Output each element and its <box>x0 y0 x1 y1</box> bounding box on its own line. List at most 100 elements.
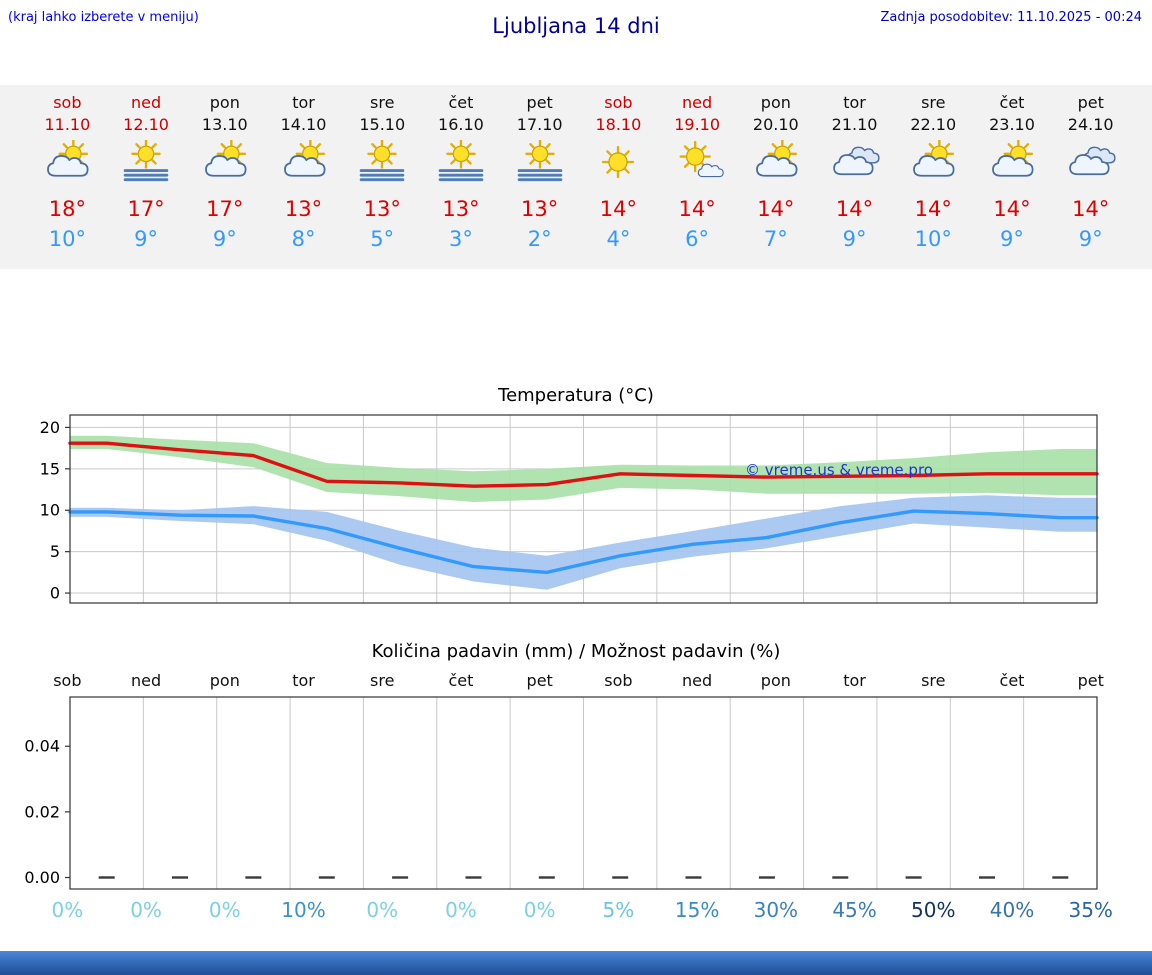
page-title: Ljubljana 14 dni <box>492 14 660 38</box>
sun-cloud-icon <box>973 139 1052 190</box>
low-temp: 7° <box>763 227 788 251</box>
precip-percent: 0% <box>130 898 162 922</box>
sun-fog-icon <box>107 139 186 190</box>
svg-text:0: 0 <box>50 584 60 603</box>
day-date: 15.10 <box>359 115 406 134</box>
high-temp: 17° <box>127 197 165 221</box>
low-temp: 6° <box>685 227 710 251</box>
precipitation-chart-title: Količina padavin (mm) / Možnost padavin … <box>371 641 781 662</box>
forecast-day-8: sob 18.10 14° 4° <box>579 93 658 257</box>
precipitation-chart: 0.00 0.02 0.04 <box>24 696 1098 890</box>
forecast-day-6: čet 16.10 13° 3° <box>422 93 501 257</box>
precip-day-label: pet <box>526 671 553 690</box>
high-temp: 18° <box>48 197 86 221</box>
precip-percent: 40% <box>989 898 1035 922</box>
low-temp: 2° <box>527 227 552 251</box>
low-temp: 5° <box>370 227 395 251</box>
high-temp: 13° <box>521 197 559 221</box>
high-temp: 14° <box>835 197 874 221</box>
precip-percent: 15% <box>674 898 720 922</box>
sun-fog-icon <box>422 139 501 190</box>
precip-percent: 35% <box>1068 898 1113 922</box>
precip-day-label: pet <box>1077 671 1104 690</box>
bottom-bar <box>0 951 1152 975</box>
day-date: 20.10 <box>752 115 799 134</box>
high-temp: 13° <box>363 197 401 221</box>
high-temp: 14° <box>678 197 716 221</box>
day-name: ned <box>682 93 713 112</box>
svg-text:10: 10 <box>40 501 60 520</box>
high-temp: 13° <box>442 197 480 221</box>
precip-day-label: čet <box>999 671 1025 690</box>
day-name: tor <box>843 93 866 112</box>
precip-percent: 30% <box>753 898 799 922</box>
precipitation-chart-section: Količina padavin (mm) / Možnost padavin … <box>0 641 1152 924</box>
temperature-chart: 0 5 10 15 20 © vreme.us & vreme.pro <box>40 414 1099 604</box>
low-temp: 9° <box>134 227 159 251</box>
forecast-day-3: pon 13.10 17° 9° <box>185 93 264 257</box>
forecast-day-4: tor 14.10 13° 8° <box>264 93 343 257</box>
precip-day-row: sob ned pon tor sre čet pet sob ned pon tor sre čet p… <box>0 671 1152 693</box>
day-name: pet <box>1077 93 1104 112</box>
forecast-day-10: pon 20.10 14° 7° <box>736 93 815 257</box>
day-name: sre <box>921 93 946 112</box>
high-temp: 14° <box>914 197 952 221</box>
svg-text:5: 5 <box>50 542 60 561</box>
day-date: 14.10 <box>280 115 327 134</box>
precip-percent: 0% <box>523 898 556 922</box>
forecast-day-13: čet 23.10 14° 9° <box>973 93 1052 257</box>
clouds-icon <box>815 140 894 190</box>
sun-fog-icon <box>343 139 422 190</box>
precip-day-label: ned <box>682 671 713 690</box>
high-temp: 14° <box>1072 197 1110 221</box>
precip-day-label: sob <box>53 671 82 690</box>
sun-cloud-icon <box>28 139 107 190</box>
day-date: 16.10 <box>438 115 484 134</box>
svg-text:0.00: 0.00 <box>24 868 60 887</box>
temperature-chart-section: Temperatura (°C) 0 5 10 15 20 © vreme.us & vr… <box>0 385 1152 609</box>
precip-day-label: pon <box>760 671 791 690</box>
precip-percent: 0% <box>51 898 84 922</box>
sun-fog-icon <box>500 139 579 190</box>
day-date: 17.10 <box>516 115 563 134</box>
forecast-day-12: sre 22.10 14° 10° <box>894 93 973 257</box>
precip-day-label: tor <box>292 671 315 690</box>
header: (kraj lahko izberete v meniju) Zadnja po… <box>0 0 1152 58</box>
sun-cloud-icon <box>264 139 343 190</box>
forecast-day-11: tor 21.10 14° 9° <box>815 93 894 257</box>
high-temp: 14° <box>599 197 637 221</box>
day-date: 22.10 <box>910 115 957 134</box>
precip-day-label: ned <box>131 671 162 690</box>
clouds-icon <box>1051 140 1130 190</box>
sun-cloud-icon <box>185 139 264 190</box>
precip-percent: 5% <box>602 898 635 922</box>
high-temp: 14° <box>993 197 1031 221</box>
precip-percent: 50% <box>911 898 956 922</box>
high-temp: 13° <box>284 197 323 221</box>
precip-day-label: sre <box>921 671 946 690</box>
low-temp: 3° <box>449 227 473 251</box>
low-temp: 10° <box>914 227 952 251</box>
precip-percent-row: 0% 0% 0% 10% 0% 0% 0% 5% 15% 30% 45% 50% 40% 35% <box>0 898 1152 924</box>
day-name: ned <box>131 93 162 112</box>
low-temp: 9° <box>1000 227 1024 251</box>
low-temp: 4° <box>606 227 631 251</box>
precip-percent: 0% <box>208 898 241 922</box>
low-temp: 9° <box>212 227 237 251</box>
forecast-strip: sob 11.10 18° 10° ned 12.10 17° 9° pon 13.10 17° 9°… <box>0 85 1152 269</box>
forecast-day-9: ned 19.10 14° 6° <box>658 93 737 257</box>
day-name: sob <box>53 93 82 112</box>
precip-percent: 0% <box>445 898 477 922</box>
precip-percent: 0% <box>366 898 399 922</box>
last-update: Zadnja posodobitev: 11.10.2025 - 00:24 <box>880 10 1142 25</box>
low-temp: 9° <box>842 227 867 251</box>
precip-percent: 45% <box>832 898 877 922</box>
day-date: 12.10 <box>123 115 169 134</box>
day-date: 24.10 <box>1067 115 1114 134</box>
forecast-day-1: sob 11.10 18° 10° <box>28 93 107 257</box>
low-temp: 8° <box>291 227 316 251</box>
precip-day-label: tor <box>843 671 866 690</box>
precip-day-label: sob <box>604 671 633 690</box>
day-name: sre <box>370 93 395 112</box>
precip-day-label: čet <box>448 671 474 690</box>
